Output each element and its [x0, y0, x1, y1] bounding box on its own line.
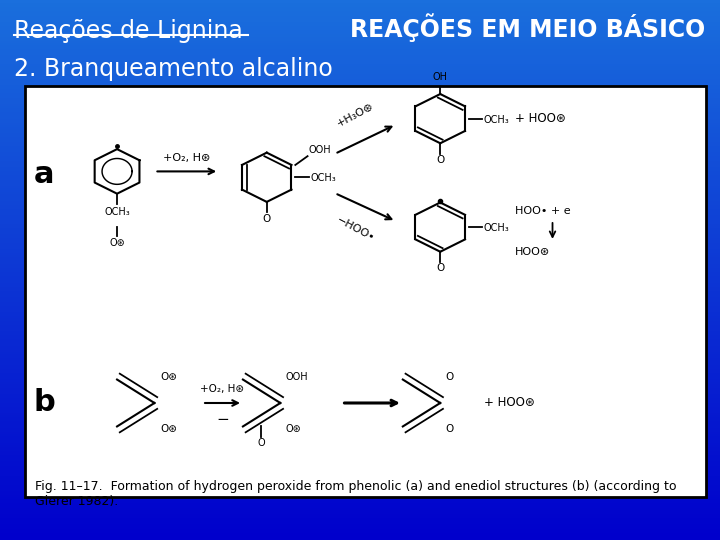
Text: O⊛: O⊛: [109, 238, 125, 248]
Text: O⊛: O⊛: [160, 424, 177, 434]
Text: REAÇÕES EM MEIO BÁSICO: REAÇÕES EM MEIO BÁSICO: [351, 14, 706, 42]
Text: + HOO⊛: + HOO⊛: [515, 112, 566, 125]
Text: HOO• + e: HOO• + e: [515, 206, 571, 215]
Text: O: O: [436, 155, 444, 165]
Text: HOO⊛: HOO⊛: [515, 247, 550, 256]
Text: OCH₃: OCH₃: [484, 223, 510, 233]
Text: + HOO⊛: + HOO⊛: [485, 396, 535, 409]
Text: O: O: [258, 438, 265, 448]
Text: b: b: [33, 388, 55, 417]
Text: O⊛: O⊛: [160, 372, 177, 382]
Text: OCH₃: OCH₃: [310, 173, 336, 184]
Text: Fig. 11–17.  Formation of hydrogen peroxide from phenolic (a) and enediol struct: Fig. 11–17. Formation of hydrogen peroxi…: [35, 481, 677, 508]
Text: OOH: OOH: [286, 372, 308, 382]
Text: −HOO•: −HOO•: [334, 215, 376, 244]
Text: O: O: [446, 424, 454, 434]
Text: O⊛: O⊛: [286, 424, 302, 434]
Text: Reações de Lignina: Reações de Lignina: [14, 19, 243, 43]
Text: a: a: [34, 160, 55, 189]
Text: O: O: [436, 264, 444, 273]
Text: +H₃O⊛: +H₃O⊛: [335, 101, 375, 129]
Text: +O₂, H⊛: +O₂, H⊛: [163, 153, 210, 163]
Text: OH: OH: [433, 72, 448, 82]
Text: OCH₃: OCH₃: [104, 207, 130, 217]
Text: 2. Branqueamento alcalino: 2. Branqueamento alcalino: [14, 57, 333, 80]
Text: −: −: [216, 413, 229, 427]
Text: O: O: [446, 372, 454, 382]
Text: OOH: OOH: [309, 145, 331, 155]
Text: O: O: [263, 214, 271, 224]
Text: +O₂, H⊛: +O₂, H⊛: [200, 383, 245, 394]
FancyBboxPatch shape: [25, 86, 706, 497]
Text: OCH₃: OCH₃: [484, 115, 510, 125]
